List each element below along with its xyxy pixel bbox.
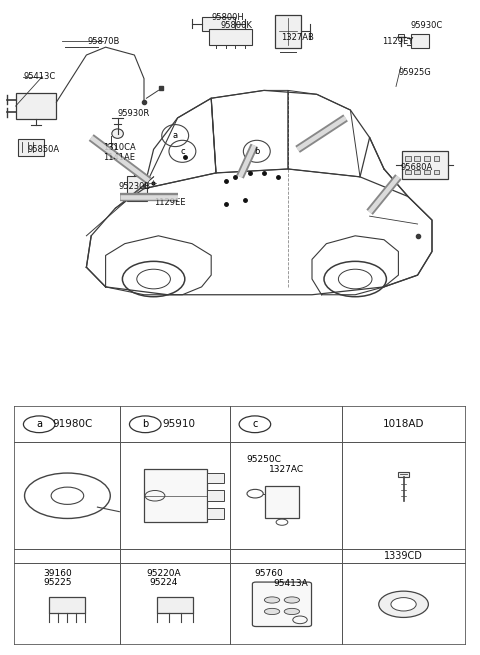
Text: 1327AB: 1327AB [281, 33, 313, 42]
Ellipse shape [264, 608, 280, 614]
Text: a: a [173, 131, 178, 140]
Text: 95680A: 95680A [401, 162, 433, 172]
FancyBboxPatch shape [398, 472, 409, 477]
FancyBboxPatch shape [49, 597, 85, 612]
Text: 95413C: 95413C [23, 72, 55, 81]
FancyBboxPatch shape [157, 597, 193, 612]
Text: 39160: 39160 [43, 569, 72, 578]
Text: 1141AE: 1141AE [103, 153, 135, 162]
Text: 95930R: 95930R [118, 109, 150, 119]
FancyBboxPatch shape [127, 176, 147, 202]
FancyBboxPatch shape [265, 485, 299, 518]
Text: 95225: 95225 [43, 578, 72, 587]
FancyBboxPatch shape [424, 170, 430, 174]
Text: 95800K: 95800K [221, 21, 252, 30]
FancyBboxPatch shape [202, 16, 235, 31]
FancyBboxPatch shape [209, 29, 252, 45]
FancyBboxPatch shape [415, 156, 420, 160]
Text: 91980C: 91980C [53, 419, 93, 429]
FancyBboxPatch shape [207, 491, 224, 501]
Text: c: c [252, 419, 258, 429]
Circle shape [112, 129, 123, 138]
FancyBboxPatch shape [411, 34, 429, 48]
FancyBboxPatch shape [18, 139, 44, 156]
Text: 95870B: 95870B [87, 37, 120, 46]
FancyBboxPatch shape [144, 470, 207, 522]
Circle shape [379, 591, 428, 618]
Text: 95930C: 95930C [410, 21, 443, 30]
Text: 95850A: 95850A [28, 145, 60, 154]
Text: 95910: 95910 [163, 419, 195, 429]
FancyBboxPatch shape [275, 14, 301, 48]
Text: a: a [36, 419, 42, 429]
Text: b: b [254, 147, 260, 156]
FancyBboxPatch shape [15, 94, 57, 119]
FancyBboxPatch shape [424, 156, 430, 160]
FancyBboxPatch shape [434, 170, 440, 174]
Text: 1129EY: 1129EY [382, 37, 413, 46]
Text: 1129EE: 1129EE [154, 198, 185, 207]
Text: 95230B: 95230B [118, 182, 151, 191]
Text: 95220A: 95220A [146, 569, 180, 578]
Text: 1018AD: 1018AD [383, 419, 424, 429]
Text: 1339CD: 1339CD [384, 552, 423, 561]
Text: 1327AC: 1327AC [269, 466, 304, 474]
FancyBboxPatch shape [402, 151, 447, 179]
Text: 1310CA: 1310CA [103, 143, 136, 152]
FancyBboxPatch shape [405, 170, 411, 174]
Ellipse shape [264, 597, 280, 603]
FancyBboxPatch shape [207, 473, 224, 483]
Ellipse shape [284, 608, 300, 614]
Text: 95760: 95760 [254, 569, 283, 578]
Text: 95224: 95224 [149, 578, 178, 587]
FancyBboxPatch shape [252, 582, 312, 627]
Ellipse shape [284, 597, 300, 603]
FancyBboxPatch shape [405, 156, 411, 160]
FancyBboxPatch shape [207, 508, 224, 519]
Text: 95250C: 95250C [246, 455, 281, 464]
FancyBboxPatch shape [415, 170, 420, 174]
Text: c: c [180, 147, 185, 156]
Text: 95413A: 95413A [274, 578, 308, 588]
Text: b: b [142, 419, 148, 429]
FancyBboxPatch shape [434, 156, 440, 160]
Circle shape [391, 597, 416, 611]
Text: 95925G: 95925G [398, 68, 431, 77]
Text: 95800H: 95800H [211, 13, 244, 22]
FancyBboxPatch shape [398, 34, 404, 37]
